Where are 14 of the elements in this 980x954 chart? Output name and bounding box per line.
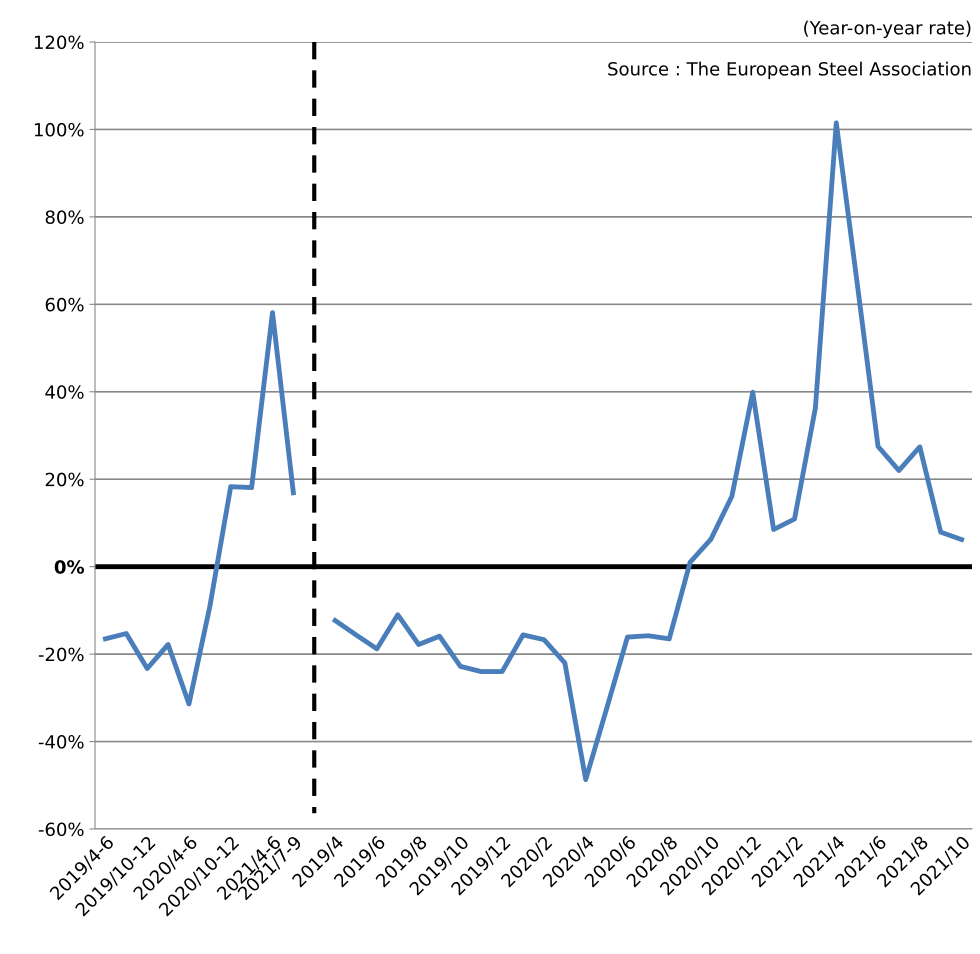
y-tick-label: 60%: [46, 298, 84, 312]
y-tick-label: -60%: [38, 822, 84, 836]
line-series: [103, 310, 296, 706]
y-tick-label: 0%: [54, 560, 84, 574]
y-tick-label: 120%: [34, 35, 84, 50]
line-series: [332, 120, 964, 782]
y-tick-label: 100%: [34, 122, 84, 137]
y-tick-label: -20%: [38, 648, 84, 662]
y-tick-label: 20%: [46, 472, 84, 486]
text: (Year-on-year rate): [804, 20, 970, 38]
y-tick-label: 80%: [46, 210, 84, 224]
y-tick-label: -40%: [38, 735, 84, 749]
y-tick-label: 40%: [45, 385, 84, 399]
annotation: Source : The European Steel Association: [608, 62, 970, 80]
